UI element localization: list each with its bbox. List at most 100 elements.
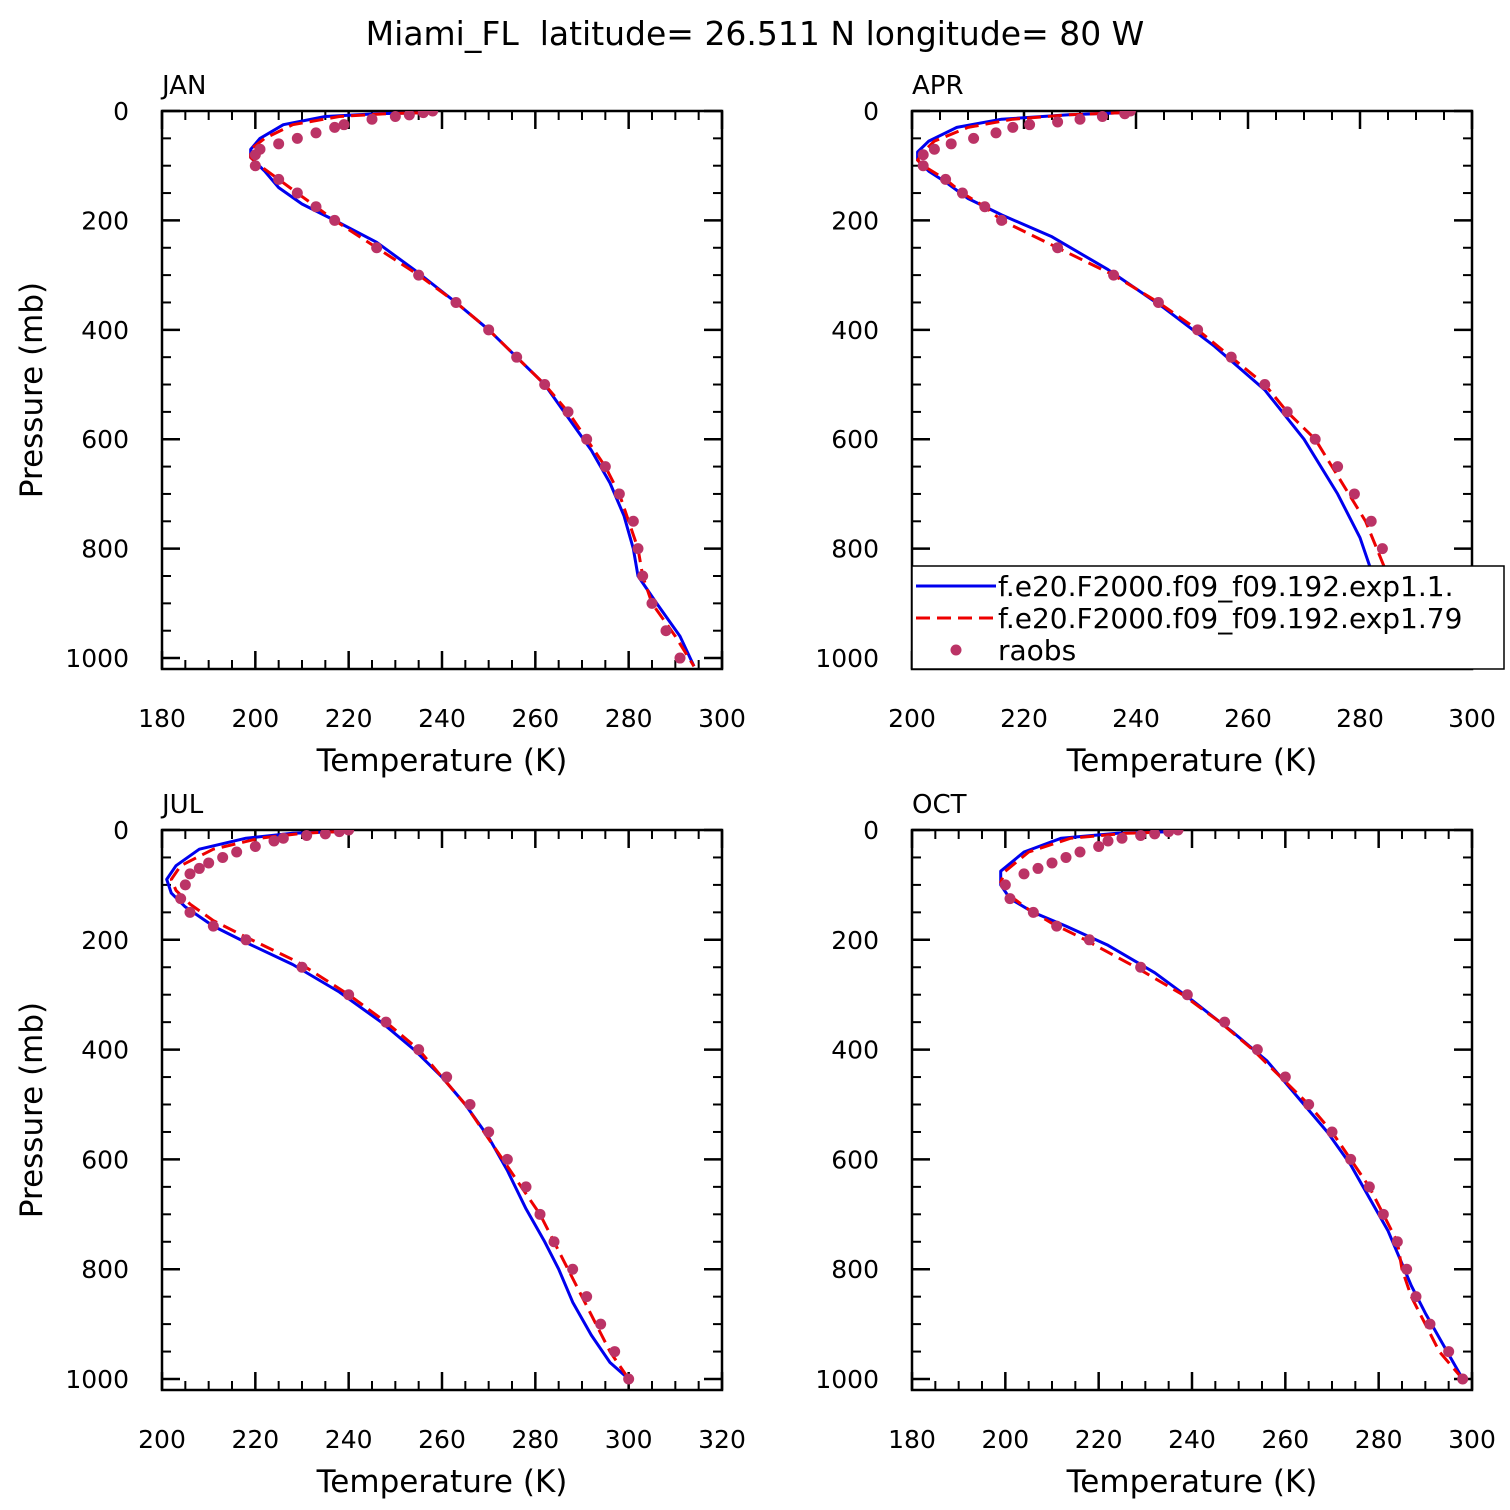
x-tick-label: 200 [981,1425,1029,1454]
raobs-point [343,989,355,1001]
raobs-point [291,132,303,144]
raobs-point [184,906,196,918]
panel-label: JAN [160,71,206,101]
series-1-line [999,830,1465,1380]
x-tick-label: 240 [1112,704,1160,733]
raobs-point [366,113,378,125]
y-tick-label: 400 [81,1036,129,1065]
raobs-point [940,173,952,185]
y-tick-label: 0 [113,97,129,126]
x-tick-label: 260 [511,704,559,733]
raobs-point [371,242,383,254]
raobs-point [343,830,355,836]
raobs-point [1093,840,1105,852]
raobs-point [240,934,252,946]
raobs-point [996,214,1008,226]
y-tick-label: 800 [831,535,879,564]
plot-frame [910,828,1474,1392]
raobs-point [646,597,658,609]
raobs-point [979,201,991,213]
raobs-point [1332,461,1344,473]
raobs-point [660,625,672,637]
raobs-point [1024,119,1036,131]
raobs-point [389,111,401,122]
raobs-point [1052,116,1064,128]
raobs-point [450,296,462,308]
x-tick-label: 220 [325,704,373,733]
raobs-point [217,851,229,863]
series-1-line [916,111,1446,665]
raobs-point [1225,351,1237,363]
raobs-point [413,269,425,281]
x-tick-label: 280 [605,704,653,733]
y-tick-label: 400 [831,1036,879,1065]
raobs-point [1102,835,1114,847]
x-tick-label: 260 [418,1425,466,1454]
y-tick-label: 0 [863,816,879,845]
raobs-point [1181,989,1193,1001]
x-tick-label: 180 [888,1425,936,1454]
raobs-point [534,1208,546,1220]
raobs-point [310,127,322,139]
x-tick-label: 300 [1448,704,1496,733]
y-tick-label: 400 [831,316,879,345]
raobs-point [231,846,243,858]
series-2-line [249,111,696,668]
x-axis-label: Temperature (K) [316,1464,568,1500]
plot-area [249,111,696,668]
raobs-point [1219,1016,1231,1028]
figure-title: Miami_FL latitude= 26.511 N longitude= 8… [366,14,1145,53]
raobs-point [595,1318,607,1330]
panel-label: OCT [912,790,967,820]
raobs-point [917,149,929,161]
y-tick-label: 200 [81,206,129,235]
legend-swatch-raobs [950,644,962,656]
raobs-point [1251,1044,1263,1056]
x-tick-label: 240 [1168,1425,1216,1454]
x-tick-label: 280 [511,1425,559,1454]
raobs-point [1135,961,1147,973]
x-tick-label: 240 [418,704,466,733]
raobs-point [1259,379,1271,391]
raobs-point [613,488,625,500]
y-tick-label: 1000 [815,1365,879,1394]
raobs-point [1135,830,1147,841]
raobs-point [1303,1099,1315,1111]
panel-jan: JAN 180 200 220 240 260 280 300 0 200 400 600 800 100… [14,71,746,779]
raobs-point [562,406,574,418]
raobs-point [1443,1346,1455,1358]
raobs-point [403,111,415,121]
raobs-point [1391,1236,1403,1248]
raobs-point [249,840,261,852]
raobs-point [1083,934,1095,946]
raobs-point [1163,830,1175,838]
raobs-point [338,119,350,131]
x-tick-label: 220 [1000,704,1048,733]
raobs-point [193,862,205,874]
raobs-point [1363,1181,1375,1193]
y-axis-label: Pressure (mb) [14,282,50,498]
y-tick-label: 800 [831,1255,879,1284]
raobs-point [674,652,686,664]
raobs-point [520,1181,532,1193]
raobs-point [179,879,191,891]
raobs-point [291,187,303,199]
raobs-point [483,324,495,336]
legend-label: raobs [998,634,1076,667]
raobs-point [249,160,261,172]
plot-area [165,830,635,1385]
raobs-point [999,879,1011,891]
raobs-point [1326,1126,1338,1138]
raobs-point [1348,488,1360,500]
raobs-point [567,1263,579,1275]
raobs-point [1152,296,1164,308]
raobs-point [1172,830,1184,836]
raobs-point [1116,832,1128,844]
series-1-line [165,830,630,1381]
raobs-point [203,857,215,869]
raobs-point [1457,1373,1469,1385]
x-axis-label: Temperature (K) [316,743,568,779]
x-tick-label: 220 [1075,1425,1123,1454]
raobs-point [511,351,523,363]
y-tick-label: 200 [81,926,129,955]
